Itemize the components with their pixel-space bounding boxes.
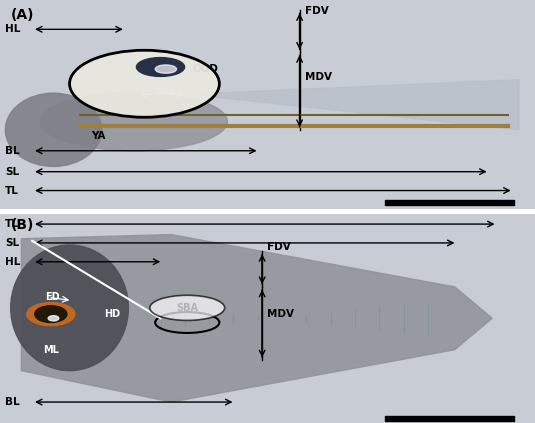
Text: FDV: FDV	[268, 242, 291, 252]
Text: HL: HL	[5, 257, 21, 267]
Text: MDV: MDV	[268, 309, 294, 319]
Ellipse shape	[136, 58, 185, 77]
Text: SL: SL	[5, 238, 19, 248]
Ellipse shape	[11, 245, 128, 371]
Bar	[385, 200, 514, 205]
Bar	[385, 416, 514, 421]
Text: FDV: FDV	[305, 6, 328, 16]
Ellipse shape	[150, 295, 225, 320]
Polygon shape	[21, 234, 492, 402]
Text: (A): (A)	[11, 8, 34, 22]
Ellipse shape	[155, 65, 177, 73]
Text: OGL: OGL	[152, 87, 177, 97]
Text: OGD: OGD	[193, 64, 218, 74]
Text: SBA: SBA	[176, 303, 198, 313]
Ellipse shape	[27, 302, 75, 326]
Text: ED: ED	[45, 292, 60, 302]
Text: SL: SL	[5, 167, 19, 177]
Text: TL: TL	[5, 186, 19, 195]
Text: TL: TL	[5, 219, 19, 229]
Text: HD: HD	[104, 309, 120, 319]
Text: BL: BL	[5, 397, 20, 407]
Ellipse shape	[70, 50, 219, 117]
Ellipse shape	[35, 306, 67, 322]
Text: MDV: MDV	[305, 72, 332, 82]
Polygon shape	[187, 80, 519, 130]
Text: BL: BL	[5, 146, 20, 156]
Ellipse shape	[48, 316, 59, 321]
Text: YA: YA	[91, 131, 105, 141]
Text: (B): (B)	[11, 218, 34, 232]
Text: ML: ML	[43, 345, 59, 355]
Ellipse shape	[5, 93, 102, 167]
Ellipse shape	[40, 92, 227, 151]
Text: HL: HL	[5, 24, 21, 34]
